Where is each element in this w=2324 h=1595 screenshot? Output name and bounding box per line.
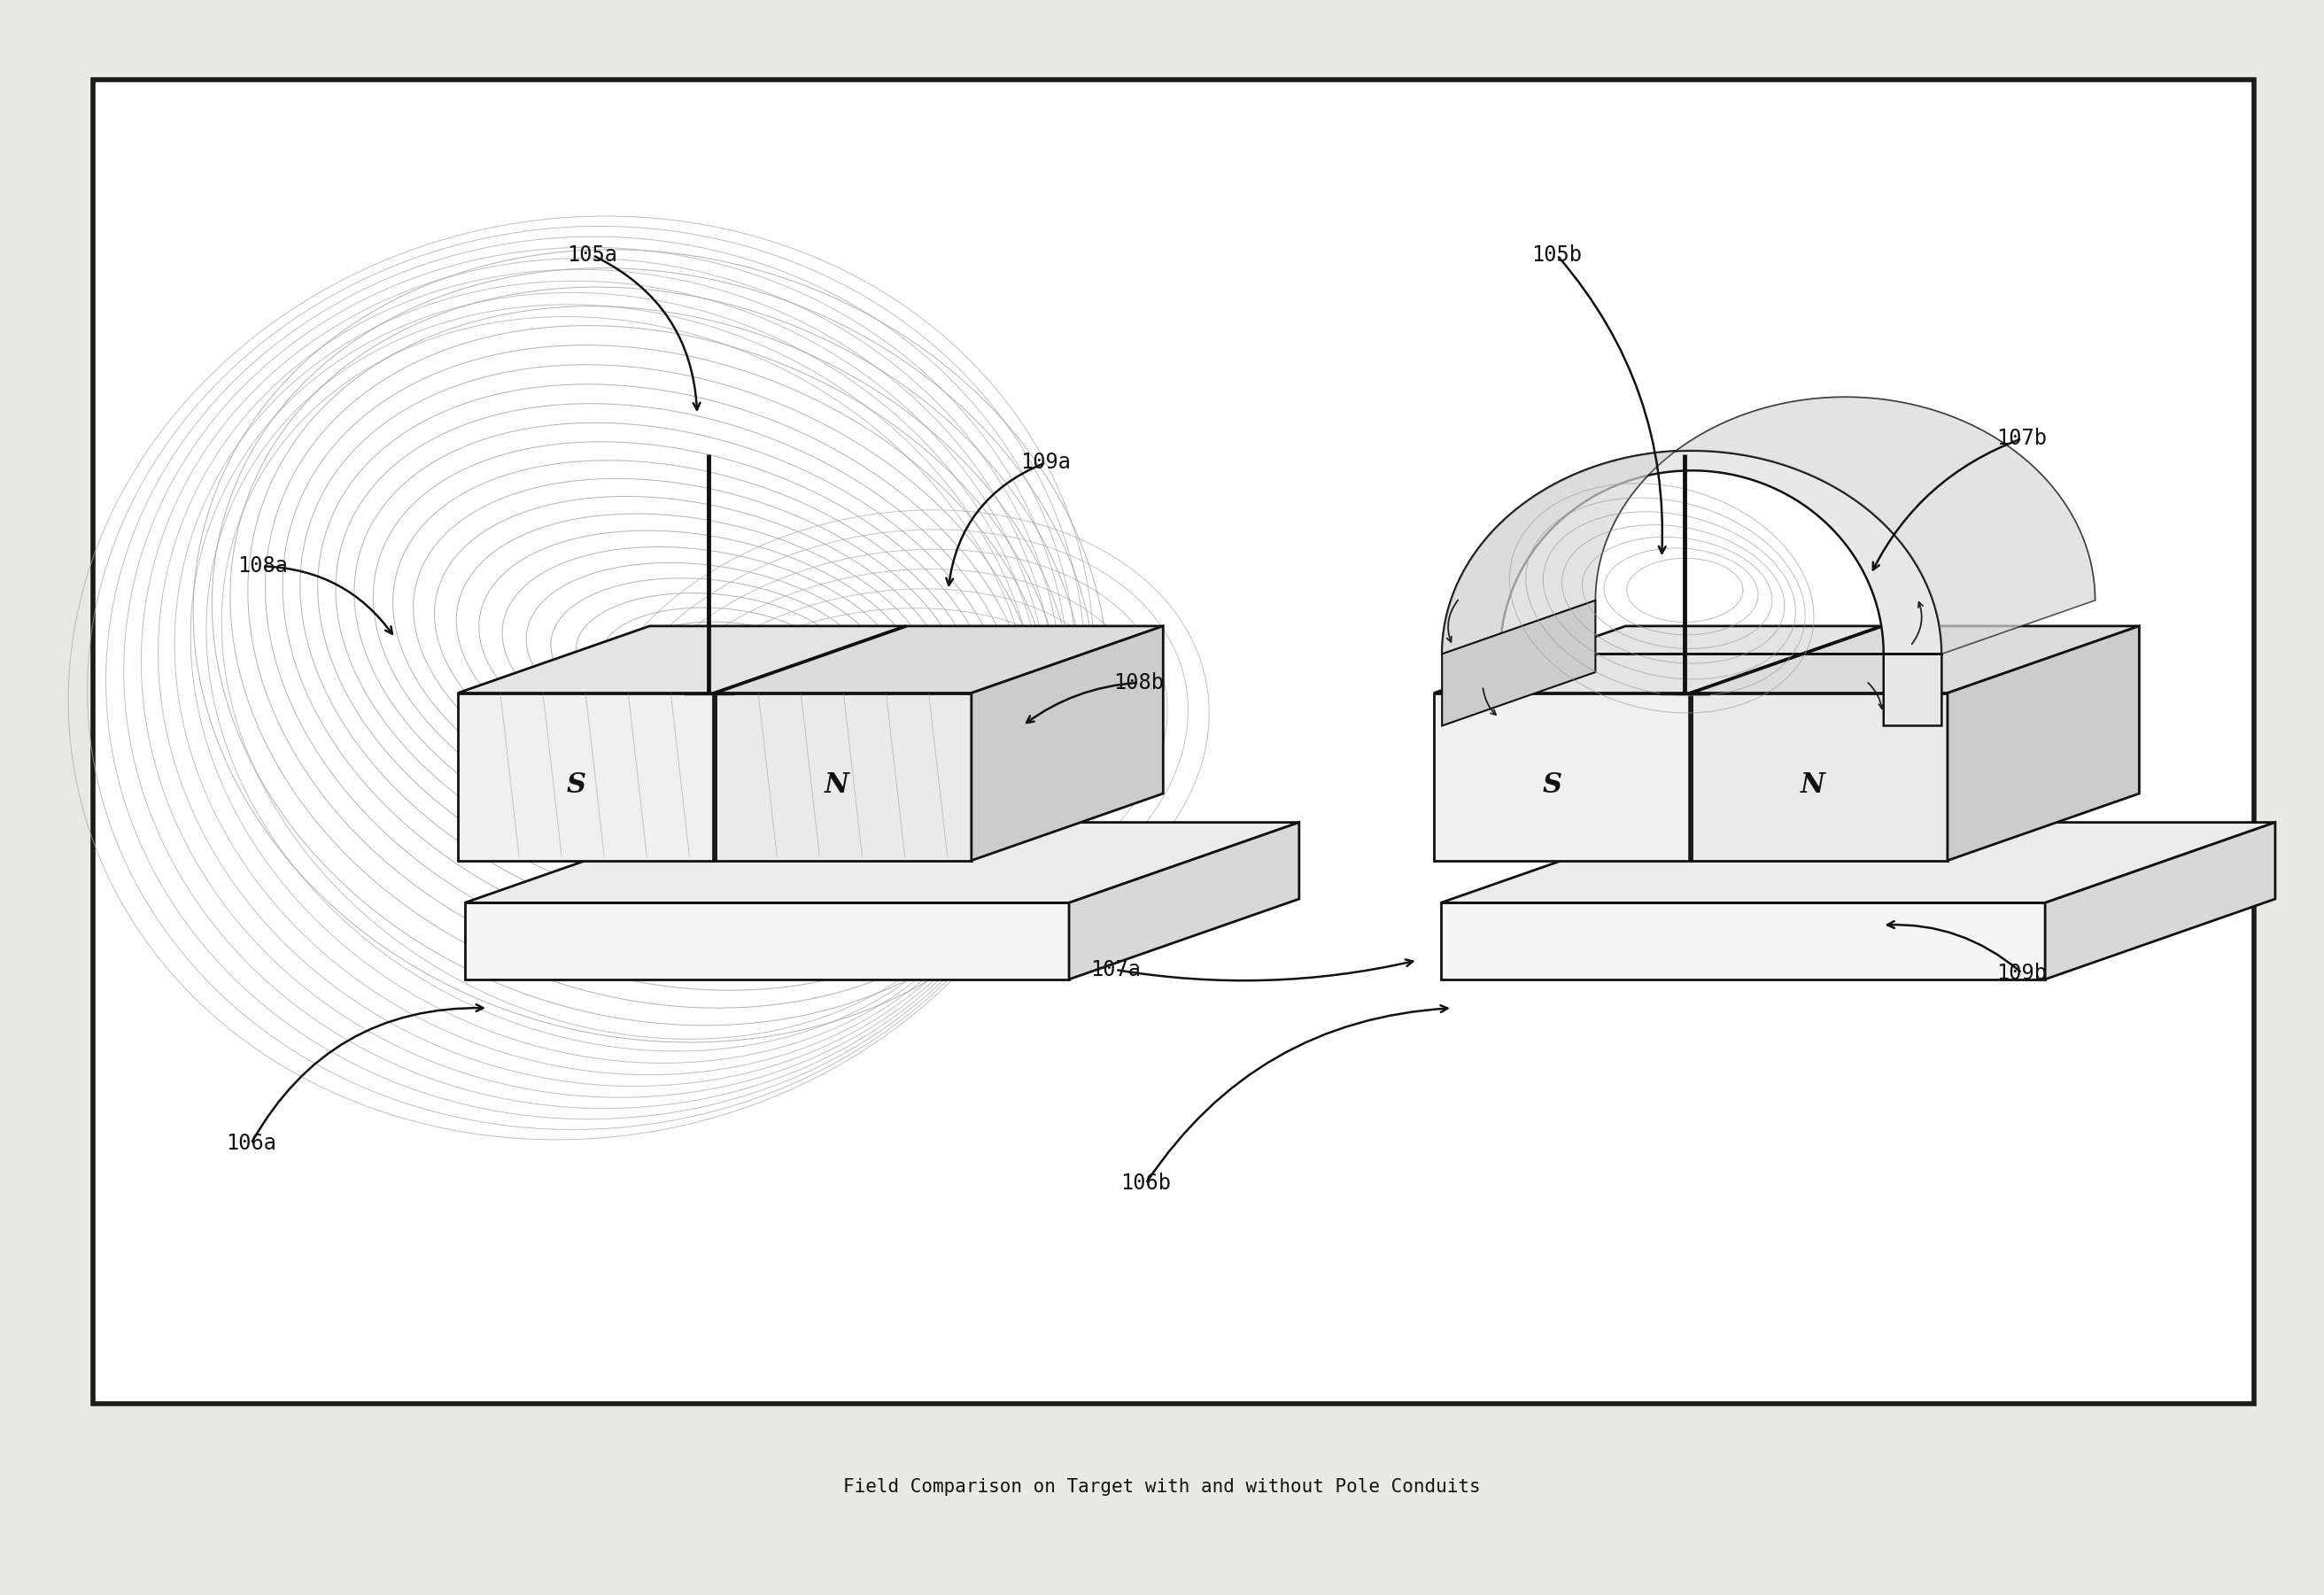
Polygon shape [1441, 600, 1594, 726]
Polygon shape [1441, 397, 2096, 654]
Text: 107b: 107b [1996, 427, 2047, 450]
Text: 108a: 108a [237, 555, 288, 577]
Polygon shape [1069, 823, 1299, 979]
Polygon shape [465, 823, 1299, 903]
Polygon shape [1948, 625, 2138, 861]
Polygon shape [716, 692, 971, 861]
Polygon shape [2045, 823, 2275, 979]
Polygon shape [458, 692, 713, 861]
Polygon shape [1434, 625, 1882, 692]
Polygon shape [458, 625, 906, 692]
Text: 109a: 109a [1020, 451, 1071, 474]
Polygon shape [716, 625, 1162, 692]
Text: N: N [1801, 770, 1824, 799]
Polygon shape [1692, 692, 1948, 861]
Text: 108b: 108b [1113, 671, 1164, 694]
Text: 109b: 109b [1996, 962, 2047, 984]
Text: S: S [567, 770, 586, 799]
Polygon shape [1441, 451, 1943, 726]
Polygon shape [1441, 823, 2275, 903]
Text: 107a: 107a [1090, 959, 1141, 981]
Text: 106b: 106b [1120, 1172, 1171, 1195]
Polygon shape [1441, 903, 2045, 979]
Text: 105b: 105b [1532, 244, 1583, 266]
Polygon shape [1692, 625, 2138, 692]
Polygon shape [1434, 692, 1690, 861]
Polygon shape [713, 625, 906, 861]
Text: N: N [825, 770, 848, 799]
FancyBboxPatch shape [93, 80, 2254, 1404]
Polygon shape [465, 903, 1069, 979]
Text: S: S [1543, 770, 1562, 799]
Polygon shape [971, 625, 1162, 861]
Text: 106a: 106a [225, 1132, 277, 1155]
Text: Field Comparison on Target with and without Pole Conduits: Field Comparison on Target with and with… [844, 1477, 1480, 1496]
Polygon shape [1690, 625, 1882, 861]
Text: 105a: 105a [567, 244, 618, 266]
